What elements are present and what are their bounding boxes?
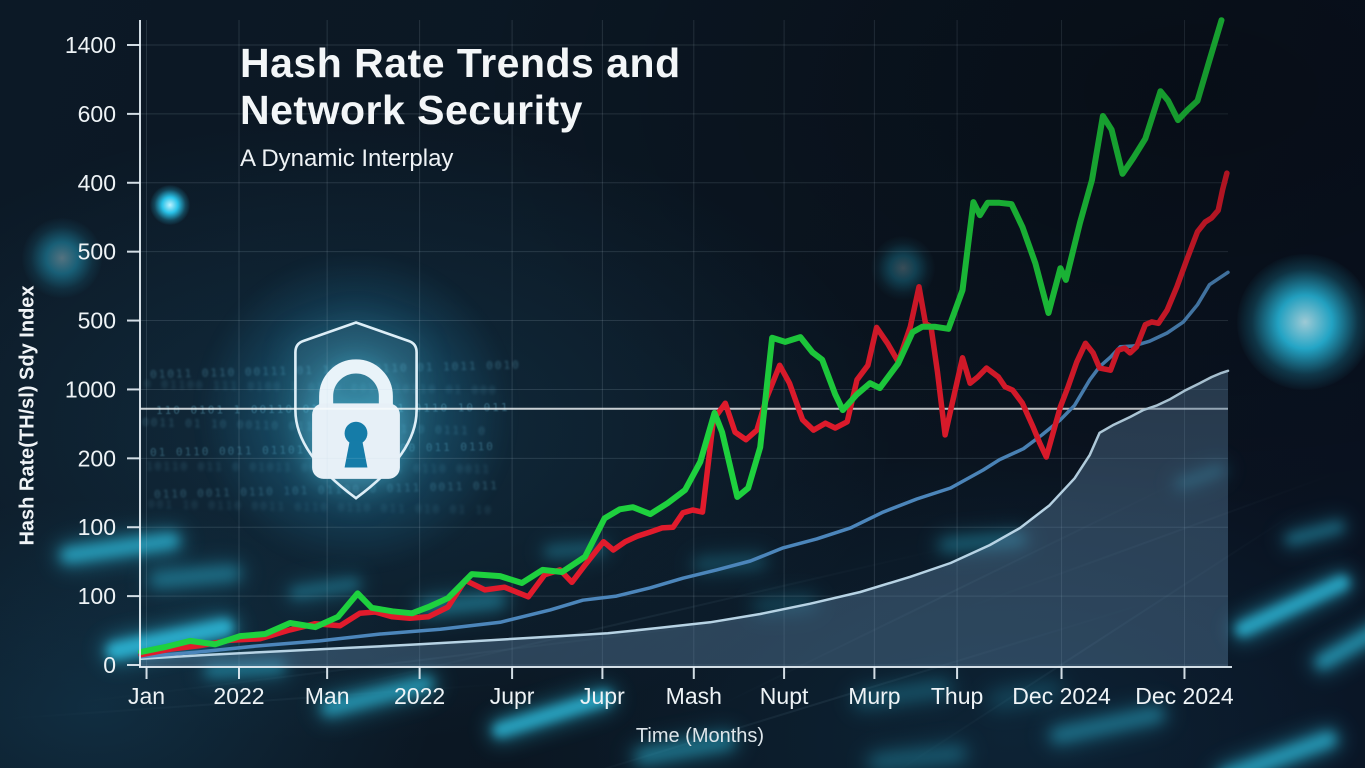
x-tick-label: Nupt	[760, 683, 809, 709]
network-security-index-line	[139, 270, 1230, 659]
chart-title: Hash Rate Trends and Network Security	[240, 40, 681, 134]
x-tick-label: Jan	[128, 683, 165, 709]
x-tick-label: Jupr	[490, 683, 535, 709]
x-tick-label: Jupr	[580, 683, 625, 709]
title-line-2: Network Security	[240, 87, 583, 133]
y-tick-label: 500	[78, 239, 116, 265]
keyhole-stem	[344, 440, 368, 468]
glow-orb	[150, 185, 190, 225]
y-tick-label: 1400	[65, 32, 116, 58]
y-tick-label: 100	[78, 583, 116, 609]
glow-orb	[871, 236, 935, 300]
glow-orb	[1237, 254, 1365, 390]
y-axis-title: Hash Rate(TH/sl) Sdy Index	[16, 285, 39, 546]
y-tick-label: 0	[103, 652, 116, 678]
chart-subtitle: A Dynamic Interplay	[240, 145, 454, 172]
keyhole-icon	[344, 421, 368, 445]
y-tick-label: 500	[78, 308, 116, 334]
title-line-1: Hash Rate Trends and	[240, 40, 681, 86]
x-tick-label: Mash	[666, 683, 722, 709]
x-tick-label: Dec 2024	[1135, 683, 1234, 709]
x-tick-label: 2022	[394, 683, 445, 709]
security-shield-lock-icon	[294, 321, 418, 500]
lock-shackle-icon	[319, 359, 393, 416]
y-tick-label: 1000	[65, 376, 116, 402]
hash-rate-green-line	[138, 17, 1225, 655]
x-tick-label: Murp	[848, 683, 900, 709]
baseline-index-line	[139, 369, 1230, 661]
baseline-index-area	[141, 370, 1229, 667]
x-axis-title: Time (Months)	[635, 725, 765, 747]
x-tick-label: 2022	[213, 683, 264, 709]
x-tick-label: Man	[305, 683, 350, 709]
chart-title-block: Hash Rate Trends and Network Security A …	[240, 40, 681, 173]
glow-orb	[22, 218, 102, 298]
y-tick-label: 100	[78, 514, 116, 540]
x-tick-label: Thup	[931, 683, 983, 709]
y-tick-label: 400	[78, 170, 116, 196]
x-tick-label: Dec 2024	[1012, 683, 1111, 709]
y-tick-label: 200	[78, 445, 116, 471]
y-tick-label: 600	[78, 101, 116, 127]
